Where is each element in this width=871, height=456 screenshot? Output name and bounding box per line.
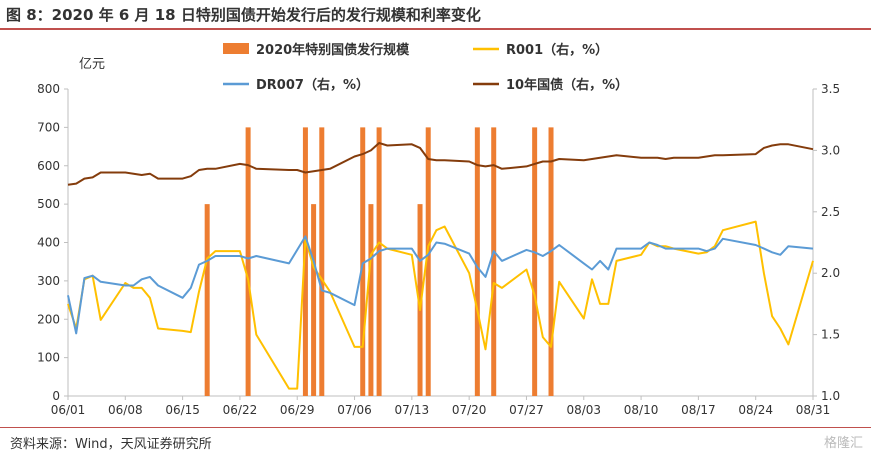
issuance-bars [204, 127, 554, 396]
right-tick-label: 2.0 [821, 266, 840, 280]
issuance-bar [319, 127, 325, 396]
x-tick-label: 07/27 [509, 403, 544, 417]
issuance-bar [417, 204, 423, 396]
r001-line [67, 220, 814, 390]
left-tick-label: 200 [37, 312, 60, 326]
chart: 0 100 200 300 400 500 600 700 800 1.0 1.5 2.0 2.5 3.0… [37, 42, 840, 417]
x-tick-label: 07/20 [452, 403, 487, 417]
right-tick-label: 1.5 [821, 328, 840, 342]
issuance-bar [302, 127, 308, 396]
issuance-bar [532, 127, 538, 396]
left-tick-label: 300 [37, 274, 60, 288]
source-note: 资料来源：Wind，天风证券研究所 [10, 437, 212, 452]
x-tick-label: 08/17 [681, 403, 716, 417]
left-tick-label: 500 [37, 197, 60, 211]
legend-issuance-label: 2020年特别国债发行规模 [256, 42, 410, 58]
x-tick-label: 07/13 [395, 403, 430, 417]
series-lines [67, 142, 814, 390]
left-tick-label: 0 [52, 389, 60, 403]
issuance-bar [425, 127, 431, 396]
left-tick-label: 600 [37, 159, 60, 173]
issuance-bar [376, 127, 382, 396]
legend-r001-label: R001（右，%） [506, 42, 608, 58]
issuance-bar [311, 204, 317, 396]
left-tick-label: 800 [37, 82, 60, 96]
legend-issuance-swatch [223, 43, 249, 54]
dr007-line [67, 235, 814, 335]
footer-rule [0, 427, 871, 428]
legend: 2020年特别国债发行规模 R001（右，%） DR007（右，%） 10年国债（右，… [223, 42, 628, 93]
legend-bond-10y-label: 10年国债（右，%） [506, 77, 628, 93]
right-tick-label: 1.0 [821, 389, 840, 403]
x-tick-label: 06/29 [280, 403, 315, 417]
issuance-bar [360, 127, 366, 396]
right-tick-label: 2.5 [821, 205, 840, 219]
x-tick-label: 08/10 [624, 403, 659, 417]
x-tick-label: 06/01 [51, 403, 86, 417]
bond-10y-line [67, 142, 814, 186]
right-tick-label: 3.5 [821, 82, 840, 96]
issuance-bar [548, 127, 554, 396]
right-tick-label: 3.0 [821, 143, 840, 157]
issuance-bar [474, 127, 480, 396]
axes: 0 100 200 300 400 500 600 700 800 1.0 1.5 2.0 2.5 3.0… [37, 57, 840, 417]
left-tick-label: 400 [37, 236, 60, 250]
x-tick-label: 08/03 [566, 403, 601, 417]
x-tick-label: 08/31 [796, 403, 831, 417]
left-tick-label: 100 [37, 351, 60, 365]
title-rule [0, 28, 871, 30]
issuance-bar [204, 204, 210, 396]
left-axis-label: 亿元 [79, 57, 105, 72]
left-tick-label: 700 [37, 120, 60, 134]
x-tick-label: 06/15 [165, 403, 200, 417]
x-tick-label: 08/24 [738, 403, 773, 417]
x-tick-label: 06/08 [108, 403, 143, 417]
figure-title: 图 8：2020 年 6 月 18 日特别国债开始发行后的发行规模和利率变化 [6, 6, 481, 24]
issuance-bar [491, 127, 497, 396]
x-tick-label: 06/22 [223, 403, 258, 417]
x-tick-label: 07/06 [337, 403, 372, 417]
issuance-bar [368, 204, 374, 396]
legend-dr007-label: DR007（右，%） [256, 77, 369, 93]
issuance-bar [245, 127, 251, 396]
watermark: 格隆汇 [823, 436, 863, 451]
